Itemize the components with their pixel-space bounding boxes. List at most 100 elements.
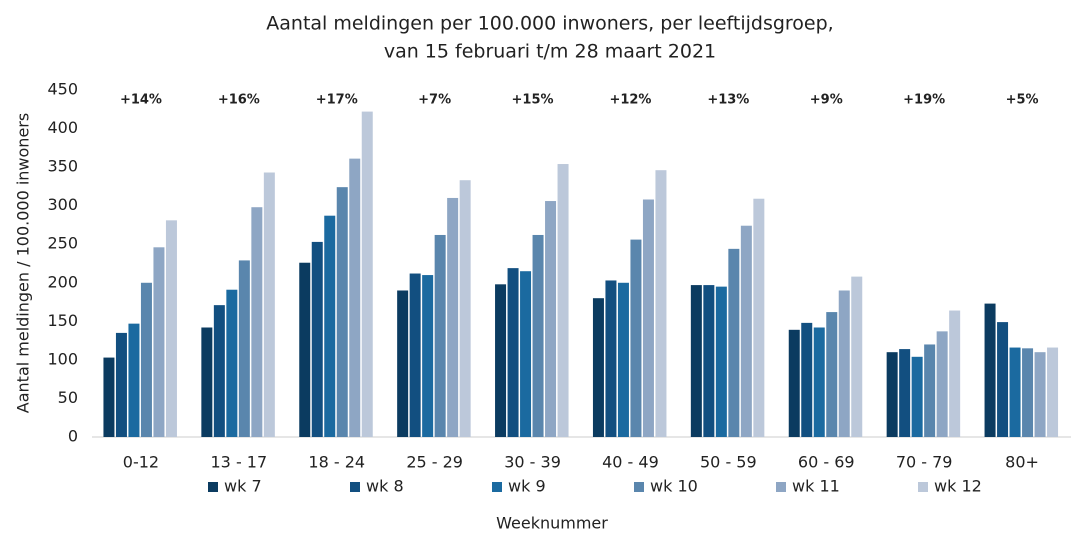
annotation: +12% (609, 93, 651, 108)
legend-swatch (776, 482, 786, 492)
bar (1022, 348, 1034, 437)
chart-title: van 15 februari t/m 28 maart 2021 (384, 41, 716, 63)
bar (753, 198, 765, 437)
bar (826, 312, 838, 437)
y-tick-label: 450 (47, 80, 78, 99)
bar (311, 241, 323, 437)
bar (715, 286, 727, 437)
x-tick-label: 50 - 59 (700, 453, 757, 472)
x-tick-label: 18 - 24 (308, 453, 365, 472)
bar (911, 356, 923, 437)
bar (213, 305, 225, 437)
chart-title: Aantal meldingen per 100.000 inwoners, p… (266, 13, 833, 35)
bar (140, 282, 152, 437)
y-tick-label: 300 (47, 195, 78, 214)
y-tick-label: 200 (47, 272, 78, 291)
bar (495, 284, 507, 437)
x-tick-label: 60 - 69 (798, 453, 855, 472)
annotation: +7% (418, 93, 451, 108)
bar (397, 290, 409, 437)
bar (545, 201, 557, 437)
bar (851, 276, 863, 437)
bar (263, 172, 275, 437)
x-tick-label: 40 - 49 (602, 453, 659, 472)
bar (630, 239, 642, 437)
legend-swatch (918, 482, 928, 492)
y-tick-label: 0 (68, 427, 78, 446)
bar (813, 327, 825, 437)
bar (238, 260, 250, 437)
bar (226, 289, 238, 437)
bar (115, 332, 127, 437)
legend-label: wk 10 (650, 477, 698, 496)
bar (690, 285, 702, 437)
bar (655, 170, 667, 437)
bar (924, 344, 936, 437)
bar (251, 207, 263, 437)
bar (617, 282, 629, 437)
bar (949, 310, 961, 437)
bar (592, 298, 604, 437)
legend-label: wk 7 (224, 477, 262, 496)
bar (728, 248, 740, 437)
x-axis-label: Weeknummer (496, 514, 608, 533)
bar (605, 280, 617, 437)
bar (1034, 352, 1046, 437)
bar (409, 273, 421, 437)
bar (447, 197, 459, 437)
annotation: +5% (1006, 93, 1039, 108)
y-tick-label: 150 (47, 311, 78, 330)
legend-label: wk 11 (792, 477, 840, 496)
bar (422, 275, 434, 437)
legend-swatch (208, 482, 218, 492)
x-tick-label: 30 - 39 (504, 453, 561, 472)
y-tick-label: 350 (47, 157, 78, 176)
x-tick-label: 80+ (1005, 453, 1039, 472)
bar (520, 271, 532, 437)
bar (557, 164, 569, 437)
bar (361, 111, 373, 437)
bar (128, 323, 140, 437)
y-tick-label: 250 (47, 234, 78, 253)
bar (532, 234, 544, 437)
bar (507, 268, 519, 437)
annotation: +15% (512, 93, 554, 108)
bar (801, 322, 813, 437)
legend-swatch (350, 482, 360, 492)
bar (899, 349, 911, 437)
bar (324, 215, 336, 437)
x-tick-label: 13 - 17 (211, 453, 268, 472)
bar (936, 331, 948, 437)
bar (299, 262, 311, 437)
legend-swatch (634, 482, 644, 492)
y-tick-label: 100 (47, 349, 78, 368)
bar (703, 285, 715, 437)
bar (459, 180, 471, 437)
annotation: +17% (316, 93, 358, 108)
legend-label: wk 8 (366, 477, 404, 496)
annotation: +16% (218, 93, 260, 108)
annotation: +9% (810, 93, 843, 108)
bar (349, 158, 361, 437)
bar (740, 225, 752, 437)
bar (788, 329, 800, 437)
annotation: +14% (120, 93, 162, 108)
bar (642, 199, 654, 437)
bar (201, 327, 213, 437)
bar (886, 352, 898, 437)
bar (838, 290, 850, 437)
bar (1047, 347, 1059, 437)
x-tick-label: 70 - 79 (896, 453, 953, 472)
bar (336, 187, 348, 437)
y-tick-label: 50 (58, 388, 78, 407)
y-axis-label: Aantal meldingen / 100.000 inwoners (14, 113, 33, 413)
bar (103, 357, 115, 437)
legend-label: wk 9 (508, 477, 546, 496)
x-tick-label: 0-12 (123, 453, 159, 472)
x-tick-label: 25 - 29 (406, 453, 463, 472)
bar (165, 220, 177, 437)
bar (1009, 347, 1021, 437)
bar (997, 322, 1009, 437)
bar (984, 303, 996, 437)
annotation: +19% (903, 93, 945, 108)
